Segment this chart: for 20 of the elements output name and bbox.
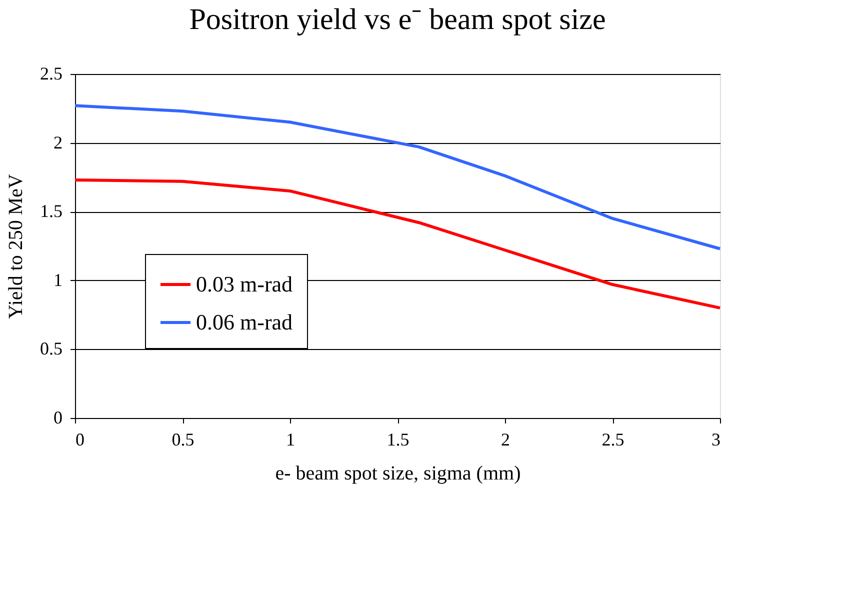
y-tick-label: 1 [54,270,62,290]
y-tick-label: 2 [54,132,62,152]
line-series [74,104,722,250]
x-tick-label: 1 [286,430,295,450]
x-tick-label: 0.5 [172,430,194,450]
x-axis-title: e- beam spot size, sigma (mm) [275,462,521,484]
y-tick-label: 2.5 [40,64,62,84]
x-tick-label: 0 [76,430,84,450]
x-tick-label: 2 [501,430,510,450]
y-axis-title: Yield to 250 MeV [5,173,27,319]
line-series [74,178,722,310]
legend-label: 0.03 m-rad [196,272,293,296]
y-tick-label: 0 [54,408,62,428]
y-tick-label: 1.5 [40,201,62,222]
x-tick-label: 3 [712,430,720,450]
legend-label: 0.06 m-rad [196,310,293,334]
x-tick-label: 1.5 [386,430,410,450]
y-tick-label: 0.5 [40,338,62,359]
x-tick-label: 2.5 [602,430,624,450]
chart-title: Positron yield vs e⁻ beam spot size [189,3,606,36]
